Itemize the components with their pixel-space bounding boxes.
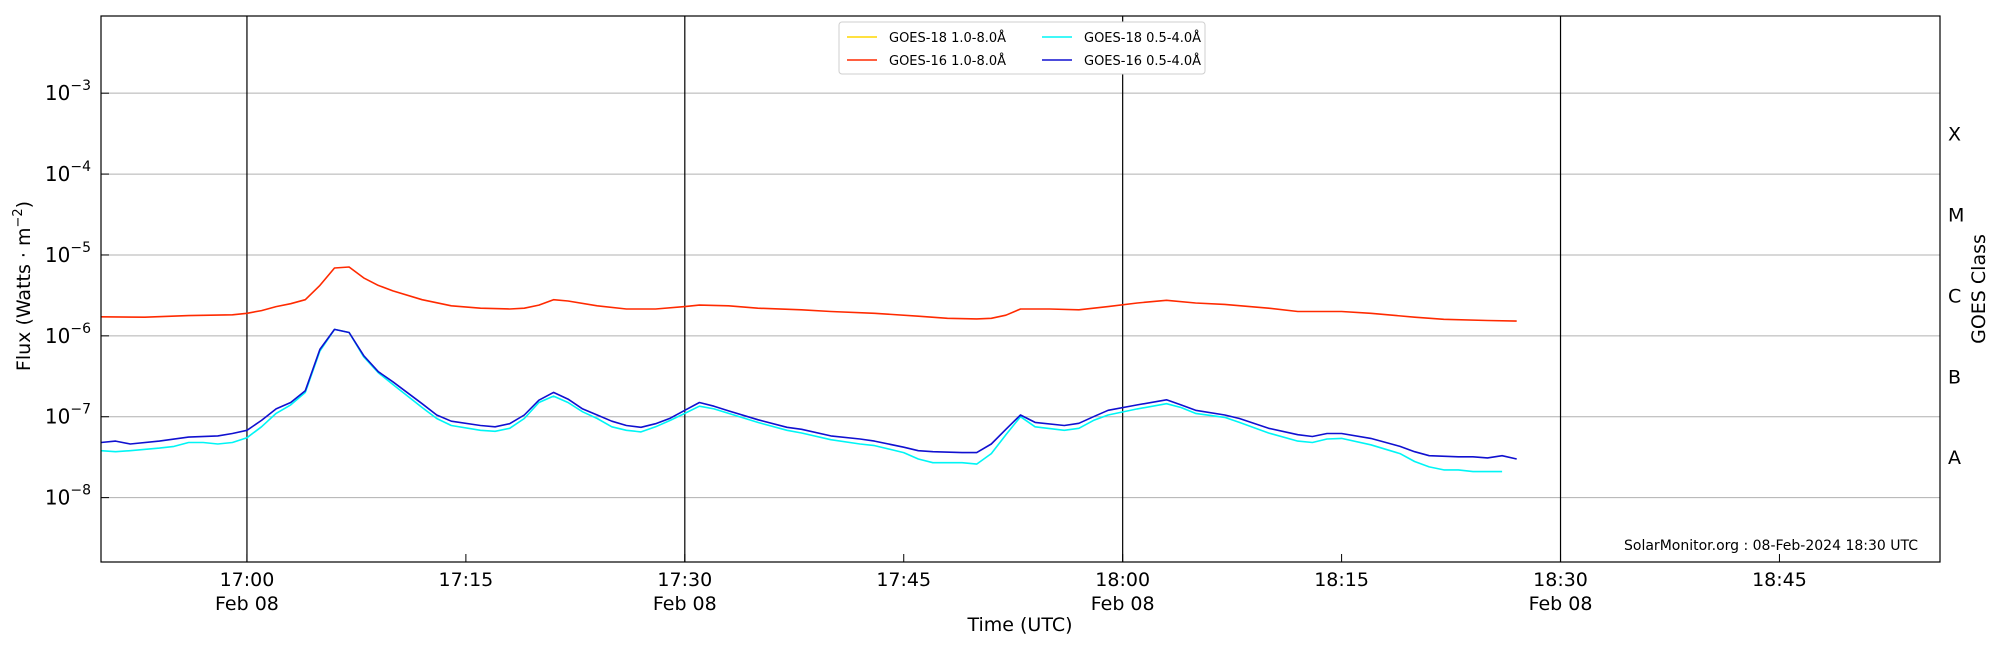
- x-tick-date-label: Feb 08: [1091, 593, 1155, 615]
- series-layer: [100, 266, 1517, 473]
- x-tick-date-label: Feb 08: [653, 593, 717, 615]
- legend-label: GOES-16 0.5-4.0Å: [1084, 53, 1201, 69]
- x-tick-label: 18:15: [1314, 569, 1369, 591]
- x-tick-label: 18:45: [1752, 569, 1807, 591]
- goes-class-label: M: [1948, 205, 1964, 227]
- x-tick-label: 17:00: [220, 569, 275, 591]
- plot-frame: [100, 15, 1941, 563]
- y-tick-label: 10−5: [45, 240, 91, 267]
- x-tick-date-label: Feb 08: [1529, 593, 1593, 615]
- x-tick-label: 17:45: [876, 569, 931, 591]
- series-line: [100, 328, 1503, 473]
- y-tick-label: 10−6: [45, 321, 91, 348]
- legend: GOES-18 1.0-8.0Å GOES-16 1.0-8.0Å GOES-18 …: [838, 21, 1206, 75]
- goes-class-axis-title: GOES Class: [1968, 234, 1990, 344]
- legend-label: GOES-18 0.5-4.0Å: [1084, 30, 1201, 46]
- y-axis-title: Flux (Watts · m−2): [11, 201, 35, 371]
- x-tick-label: 17:15: [438, 569, 493, 591]
- y-tick-label: 10−8: [45, 483, 91, 510]
- source-annotation: SolarMonitor.org : 08-Feb-2024 18:30 UTC: [1624, 538, 1918, 554]
- series-line: [100, 266, 1517, 322]
- series-line: [100, 328, 1517, 460]
- x-tick-label: 18:30: [1533, 569, 1588, 591]
- goes-class-label: A: [1948, 447, 1961, 469]
- legend-box: [838, 21, 1206, 75]
- x-tick-label: 18:00: [1095, 569, 1150, 591]
- x-tick-label: 17:30: [657, 569, 712, 591]
- x-axis-title: Time (UTC): [966, 614, 1072, 636]
- goes-class-label: C: [1948, 285, 1961, 307]
- legend-label: GOES-16 1.0-8.0Å: [889, 53, 1006, 69]
- y-tick-label: 10−4: [45, 159, 91, 186]
- legend-label: GOES-18 1.0-8.0Å: [889, 30, 1006, 46]
- y-tick-label: 10−3: [45, 78, 91, 105]
- y-tick-label: 10−7: [45, 402, 91, 429]
- x-tick-date-label: Feb 08: [215, 593, 279, 615]
- grid-layer: [101, 92, 1940, 499]
- vertical-marker-layer: [246, 16, 1562, 562]
- goes-class-label: X: [1948, 124, 1961, 146]
- goes-class-label: B: [1948, 366, 1961, 388]
